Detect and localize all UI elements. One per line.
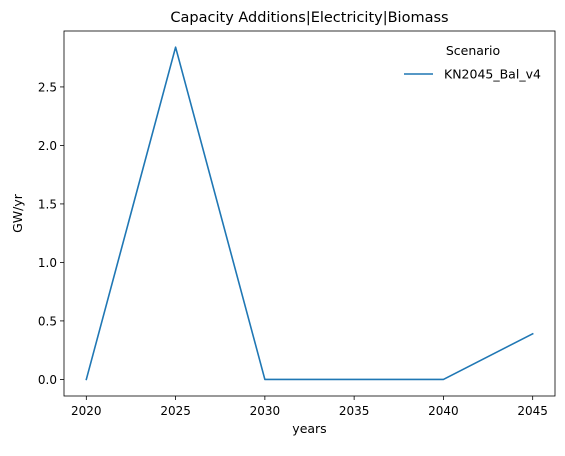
- y-tick-label: 2.0: [38, 139, 57, 153]
- legend-entry-kn2045-bal-v4: KN2045_Bal_v4: [444, 67, 541, 82]
- y-axis: 0.0 0.5 1.0 1.5 2.0 2.5: [38, 80, 64, 387]
- y-tick-label: 1.0: [38, 256, 57, 270]
- legend: Scenario KN2045_Bal_v4: [404, 43, 541, 82]
- legend-title: Scenario: [446, 43, 500, 58]
- plot-area: [63, 30, 556, 397]
- chart-title: Capacity Additions|Electricity|Biomass: [170, 10, 448, 26]
- x-tick-label: 2045: [517, 404, 548, 418]
- x-axis-label: years: [292, 421, 326, 436]
- x-tick-label: 2040: [428, 404, 459, 418]
- y-axis-label: GW/yr: [10, 193, 25, 233]
- y-tick-label: 2.5: [38, 80, 57, 94]
- x-tick-label: 2025: [160, 404, 191, 418]
- series-line-kn2045-bal-v4: [85, 46, 534, 381]
- x-tick-label: 2035: [339, 404, 370, 418]
- y-tick-label: 0.0: [38, 373, 57, 387]
- y-tick-label: 1.5: [38, 197, 57, 211]
- y-tick-label: 0.5: [38, 314, 57, 328]
- x-tick-label: 2030: [250, 404, 281, 418]
- x-tick-label: 2020: [71, 404, 102, 418]
- series-layer: [85, 46, 534, 381]
- x-axis: 2020 2025 2030 2035 2040 2045: [71, 396, 548, 418]
